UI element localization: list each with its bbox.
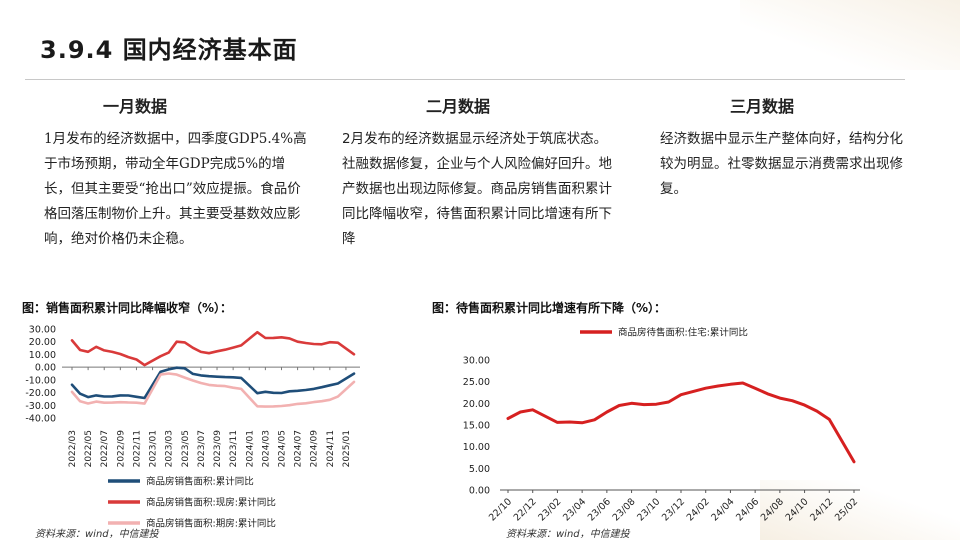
column-text-february: 2月发布的经济数据显示经济处于筑底状态。社融数据修复，企业与个人风险偏好回升。地… bbox=[342, 131, 612, 247]
right-chart-title: 图：待售面积累计同比增速有所下降（%）： bbox=[432, 301, 667, 315]
y-tick-label: -30.00 bbox=[25, 401, 56, 412]
x-tick-label: 24/10 bbox=[784, 496, 811, 523]
y-tick-label: 20.00 bbox=[463, 399, 490, 410]
x-tick-label: 23/12 bbox=[660, 496, 687, 523]
y-tick-label: 15.00 bbox=[463, 421, 490, 432]
x-tick-label: 2023/09 bbox=[213, 430, 223, 468]
x-tick-label: 23/04 bbox=[561, 496, 588, 523]
x-tick-label: 24/12 bbox=[808, 496, 835, 523]
y-tick-label: 10.00 bbox=[29, 350, 56, 361]
x-tick-label: 2024/11 bbox=[326, 430, 336, 467]
x-tick-label: 23/08 bbox=[611, 496, 638, 523]
x-tick-label: 2025/01 bbox=[342, 430, 352, 467]
x-tick-label: 2024/03 bbox=[261, 430, 271, 467]
column-text-march: 经济数据中显示生产整体向好，结构分化较为明显。社零数据显示消费需求出现修复。 bbox=[660, 131, 903, 197]
series-line-1 bbox=[70, 366, 356, 400]
series-line-1 bbox=[506, 381, 856, 464]
x-tick-label: 23/02 bbox=[536, 496, 563, 523]
y-tick-label: 0.00 bbox=[469, 486, 490, 497]
legend-label-1: 商品房销售面积:累计同比 bbox=[146, 476, 254, 488]
legend-label-2: 商品房销售面积:现房:累计同比 bbox=[146, 497, 276, 509]
x-tick-label: 25/02 bbox=[833, 496, 860, 523]
corner-decoration bbox=[740, 0, 960, 70]
column-heading-february: 二月数据 bbox=[425, 97, 490, 116]
y-tick-label: -20.00 bbox=[25, 388, 56, 399]
legend-label-3: 商品房销售面积:期房:累计同比 bbox=[146, 518, 276, 530]
x-tick-label: 2024/09 bbox=[310, 430, 320, 468]
x-tick-label: 22/12 bbox=[512, 496, 539, 523]
x-tick-label: 2023/07 bbox=[197, 430, 207, 467]
x-tick-label: 24/02 bbox=[685, 496, 712, 523]
x-tick-label: 24/06 bbox=[734, 496, 761, 523]
column-heading-march: 三月数据 bbox=[729, 97, 794, 116]
x-tick-label: 2023/05 bbox=[181, 430, 191, 467]
left-chart-title: 图：销售面积累计同比降幅收窄（%）： bbox=[22, 301, 233, 315]
x-tick-label: 2023/01 bbox=[149, 430, 159, 467]
page-title: 3.9.4 国内经济基本面 bbox=[40, 36, 298, 64]
legend-label-1: 商品房待售面积:住宅:累计同比 bbox=[618, 327, 748, 339]
x-tick-label: 2023/11 bbox=[229, 430, 239, 467]
column-text-january: 1月发布的经济数据中，四季度GDP5.4%高于市场预期，带动全年GDP完成5%的… bbox=[44, 131, 307, 247]
y-tick-label: 10.00 bbox=[463, 442, 490, 453]
x-tick-label: 2024/05 bbox=[277, 430, 287, 467]
y-tick-label: 0.00 bbox=[35, 363, 56, 374]
y-tick-label: 30.00 bbox=[29, 325, 56, 336]
series-line-3 bbox=[70, 372, 356, 408]
y-tick-label: 25.00 bbox=[463, 377, 490, 388]
x-tick-label: 22/10 bbox=[487, 496, 514, 523]
y-tick-label: 20.00 bbox=[29, 337, 56, 348]
title-divider bbox=[25, 79, 905, 80]
x-tick-label: 2024/07 bbox=[294, 430, 304, 467]
x-tick-label: 2024/01 bbox=[245, 430, 255, 467]
x-tick-label: 2022/03 bbox=[68, 430, 78, 467]
right-chart-source: 资料来源：wind，中信建投 bbox=[506, 529, 630, 540]
left-chart-source: 资料来源：wind，中信建投 bbox=[35, 529, 159, 540]
x-tick-label: 24/04 bbox=[709, 496, 736, 523]
x-tick-label: 2022/11 bbox=[132, 430, 142, 467]
right-line-chart: 30.00 25.00 20.00 15.00 10.00 5.00 0.0022/1022… bbox=[463, 327, 860, 524]
x-tick-label: 2022/07 bbox=[100, 430, 110, 467]
y-tick-label: 30.00 bbox=[463, 356, 490, 367]
series-line-2 bbox=[70, 330, 356, 367]
x-tick-label: 23/10 bbox=[635, 496, 662, 523]
column-heading-january: 一月数据 bbox=[102, 97, 167, 116]
x-tick-label: 2022/09 bbox=[116, 430, 126, 468]
x-tick-label: 2022/05 bbox=[84, 430, 94, 467]
x-tick-label: 23/06 bbox=[586, 496, 613, 523]
y-tick-label: -40.00 bbox=[25, 414, 56, 425]
x-tick-label: 2023/03 bbox=[165, 430, 175, 467]
y-tick-label: -10.00 bbox=[25, 375, 56, 386]
y-tick-label: 5.00 bbox=[469, 464, 490, 475]
x-tick-label: 24/08 bbox=[759, 496, 786, 523]
